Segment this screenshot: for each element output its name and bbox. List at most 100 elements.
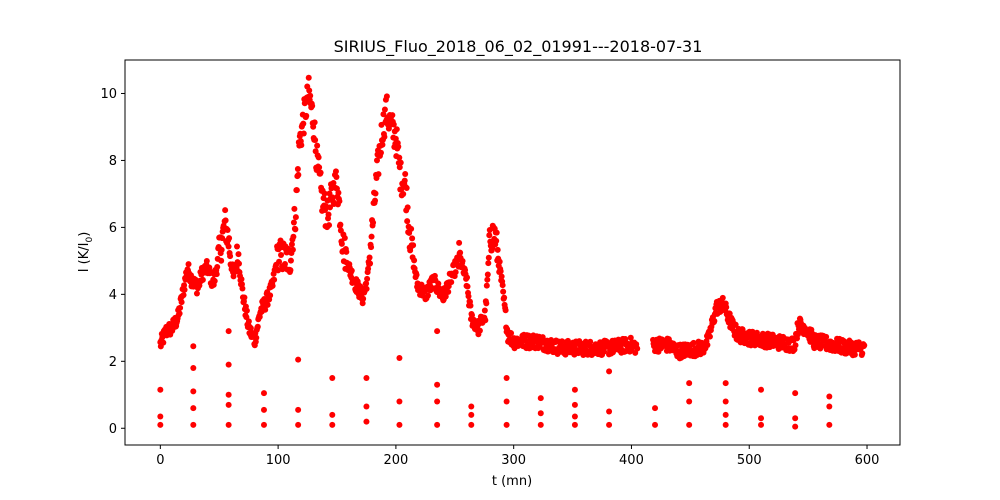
x-tick-label: 100	[266, 453, 291, 468]
data-point	[311, 119, 318, 126]
data-point	[190, 388, 197, 395]
data-point	[348, 267, 355, 274]
data-point	[332, 168, 339, 175]
data-point	[363, 418, 370, 425]
data-point	[298, 142, 305, 149]
data-point	[329, 411, 336, 418]
data-point	[652, 405, 659, 412]
data-point	[424, 292, 431, 299]
data-point	[413, 271, 420, 278]
data-point	[360, 295, 367, 302]
data-point	[190, 405, 197, 412]
data-point	[303, 112, 310, 119]
data-point	[571, 386, 578, 393]
data-point	[686, 421, 693, 428]
data-point	[181, 286, 188, 293]
data-point	[300, 130, 307, 137]
chart-title: SIRIUS_Fluo_2018_06_02_01991---2018-07-3…	[334, 37, 703, 57]
data-point	[508, 330, 515, 337]
data-point	[403, 185, 410, 192]
data-point	[686, 380, 693, 387]
data-point	[317, 169, 324, 176]
data-point	[372, 197, 379, 204]
data-point	[464, 283, 471, 290]
data-point	[434, 398, 441, 405]
data-point	[400, 190, 407, 197]
data-point	[792, 423, 799, 430]
data-point	[193, 290, 200, 297]
data-point	[234, 243, 241, 250]
data-point	[235, 251, 242, 258]
data-point	[368, 244, 375, 251]
data-point	[652, 421, 659, 428]
data-point	[722, 380, 729, 387]
data-point	[401, 177, 408, 184]
data-point	[367, 260, 374, 267]
data-point	[329, 375, 336, 382]
data-point	[571, 401, 578, 408]
data-point	[539, 334, 546, 341]
data-point	[482, 317, 489, 324]
data-point	[501, 294, 508, 301]
data-point	[291, 205, 298, 212]
data-point	[704, 341, 711, 348]
y-axis-label-group: I (K/I0)	[77, 232, 95, 273]
data-point	[571, 421, 578, 428]
data-point	[465, 293, 472, 300]
data-point	[500, 288, 507, 295]
data-point	[457, 249, 464, 256]
data-point	[503, 398, 510, 405]
data-point	[203, 257, 210, 264]
data-point	[485, 260, 492, 267]
data-point	[389, 112, 396, 119]
data-point	[235, 260, 242, 267]
data-point	[379, 141, 386, 148]
data-point	[241, 294, 248, 301]
data-point	[327, 204, 334, 211]
data-point	[859, 350, 866, 357]
data-point	[366, 254, 373, 261]
data-point	[498, 273, 505, 280]
data-point	[601, 348, 608, 355]
data-point	[190, 343, 197, 350]
data-point	[467, 302, 474, 309]
data-point	[459, 258, 466, 265]
data-point	[341, 234, 348, 241]
data-point	[606, 421, 613, 428]
data-point	[290, 233, 297, 240]
data-point	[758, 415, 765, 422]
data-point	[312, 136, 319, 143]
data-point	[315, 154, 322, 161]
data-point	[157, 421, 164, 428]
data-point	[365, 265, 372, 272]
x-tick-label: 500	[737, 453, 762, 468]
data-point	[380, 111, 387, 118]
data-point	[485, 254, 492, 261]
data-point	[481, 307, 488, 314]
data-point	[368, 233, 375, 240]
data-point	[397, 159, 404, 166]
data-point	[281, 261, 288, 267]
data-point	[254, 323, 261, 330]
data-point	[445, 288, 452, 295]
data-point	[396, 154, 403, 161]
data-point	[468, 403, 475, 410]
x-tick-label: 0	[156, 453, 164, 468]
data-point	[211, 277, 218, 284]
data-point	[468, 411, 475, 418]
data-point	[396, 164, 403, 171]
data-point	[307, 92, 314, 99]
data-point	[267, 292, 274, 299]
data-point	[218, 257, 225, 264]
data-point	[484, 271, 491, 278]
data-point	[295, 356, 302, 363]
y-tick-label: 4	[109, 288, 117, 303]
data-point	[178, 299, 185, 306]
data-point	[225, 243, 232, 250]
data-point	[238, 281, 245, 288]
data-point	[408, 225, 415, 232]
data-point	[826, 403, 833, 410]
x-tick-label: 600	[855, 453, 880, 468]
